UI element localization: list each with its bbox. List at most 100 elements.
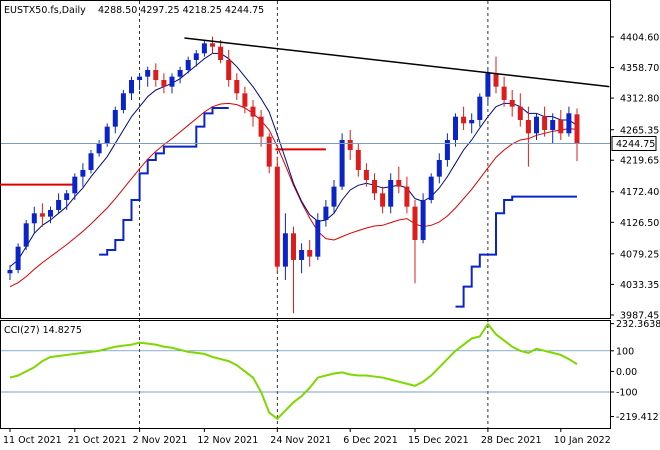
candle-body <box>355 149 361 170</box>
time-tick-label: 6 Dec 2021 <box>343 435 398 446</box>
price-tick-label: 4358.70 <box>620 63 659 74</box>
time-tick-label: 28 Dec 2021 <box>481 435 542 446</box>
candle-body <box>218 46 224 60</box>
candle-body <box>331 186 337 207</box>
price-tick-label: 3987.45 <box>620 311 659 322</box>
candle-body <box>64 193 70 200</box>
last-price-box <box>611 135 657 151</box>
price-tick-label: 4033.35 <box>620 280 659 291</box>
cci-axis: 232.3638 100 0.00 -100 -219.4121 <box>610 319 660 423</box>
candle-body <box>469 119 475 124</box>
candle-body <box>566 113 572 134</box>
cci-line <box>9 322 578 421</box>
cci-tick-label: -219.4121 <box>616 412 660 423</box>
moving-average-lines <box>9 52 578 288</box>
candle-body <box>129 79 134 94</box>
candle-body <box>404 186 410 207</box>
grid-lines <box>139 1 489 428</box>
cci-panel <box>0 320 611 429</box>
candle-body <box>242 93 248 107</box>
candle-body <box>193 53 199 60</box>
time-tick-label: 2 Nov 2021 <box>133 435 188 446</box>
candle-body <box>258 116 264 137</box>
candle-body <box>161 79 167 87</box>
candle-body <box>80 169 86 177</box>
price-tick-label: 4404.60 <box>620 32 659 43</box>
candle-body <box>299 249 305 260</box>
candle-body <box>493 73 499 87</box>
trendline-segment <box>184 37 610 88</box>
candle-body <box>169 76 175 87</box>
candle-body <box>509 99 515 107</box>
candle-body <box>436 159 442 177</box>
resistance-trendline <box>184 37 610 88</box>
candle-body <box>574 114 580 144</box>
price-tick-label: 4265.35 <box>620 125 659 136</box>
candle-body <box>372 179 377 194</box>
candle-body <box>145 69 151 77</box>
candle-body <box>315 219 321 257</box>
candle-body <box>339 139 345 187</box>
candle-body <box>461 116 467 124</box>
candle-body <box>250 106 256 117</box>
candle-body <box>485 73 491 97</box>
cci-tick-label: 0.00 <box>616 367 637 378</box>
candle-body <box>525 119 531 134</box>
time-tick-label: 15 Dec 2021 <box>408 435 469 446</box>
cci-tick-label: -100 <box>616 388 638 399</box>
candle-body <box>453 116 458 140</box>
candle-body <box>201 43 207 54</box>
candle-body <box>234 79 240 94</box>
candle-body <box>266 136 272 167</box>
candle-body <box>558 119 564 134</box>
price-tick-label: 4126.50 <box>620 218 659 229</box>
symbol-label: EUSTX50.fs,Daily <box>4 5 86 16</box>
time-tick-label: 11 Oct 2021 <box>3 435 62 446</box>
candle-body <box>388 179 394 207</box>
candle-body <box>48 209 53 217</box>
candle-body <box>274 166 280 267</box>
support-step-line <box>99 106 229 256</box>
candle-body <box>177 69 183 77</box>
cci-tick-label: 232.3638 <box>616 319 660 330</box>
candle-body <box>428 176 434 200</box>
cci-series <box>9 322 578 421</box>
price-tick-label: 4172.40 <box>620 187 659 198</box>
candle-body <box>137 76 143 80</box>
candle-body <box>477 96 483 120</box>
candle-body <box>534 116 539 134</box>
time-tick-label: 12 Nov 2021 <box>197 435 258 446</box>
candle-body <box>396 179 402 187</box>
candle-body <box>31 213 37 224</box>
candle-body <box>210 43 215 47</box>
last-price-label: 4244.75 <box>616 139 655 150</box>
candle-body <box>226 59 232 80</box>
slow-moving-average <box>9 102 578 288</box>
candle-body <box>39 213 45 217</box>
candle-body <box>185 59 191 70</box>
ohlc-values: 4288.50 4297.25 4218.25 4244.75 <box>98 5 264 16</box>
price-tick-label: 4219.65 <box>620 156 659 167</box>
candlesticks <box>7 36 580 314</box>
candle-body <box>420 199 426 240</box>
candle-body <box>307 249 313 257</box>
price-panel <box>0 0 611 319</box>
candle-body <box>88 153 94 170</box>
candle-body <box>542 116 548 130</box>
support-step-line <box>455 195 577 308</box>
candle-body <box>517 106 523 120</box>
candle-body <box>363 169 369 180</box>
candle-body <box>23 223 29 247</box>
time-axis: 11 Oct 2021 21 Oct 2021 2 Nov 2021 12 Nov 2… <box>3 428 611 446</box>
price-tick-label: 4079.25 <box>620 249 659 260</box>
candle-body <box>15 246 21 270</box>
candle-body <box>282 233 288 267</box>
last-price-marker: 4244.75 <box>1 135 657 151</box>
cci-tick-label: 100 <box>616 346 634 357</box>
candle-body <box>501 86 507 100</box>
candle-body <box>96 143 102 154</box>
time-tick-label: 21 Oct 2021 <box>68 435 127 446</box>
candle-body <box>291 233 296 260</box>
candle-body <box>56 199 62 210</box>
